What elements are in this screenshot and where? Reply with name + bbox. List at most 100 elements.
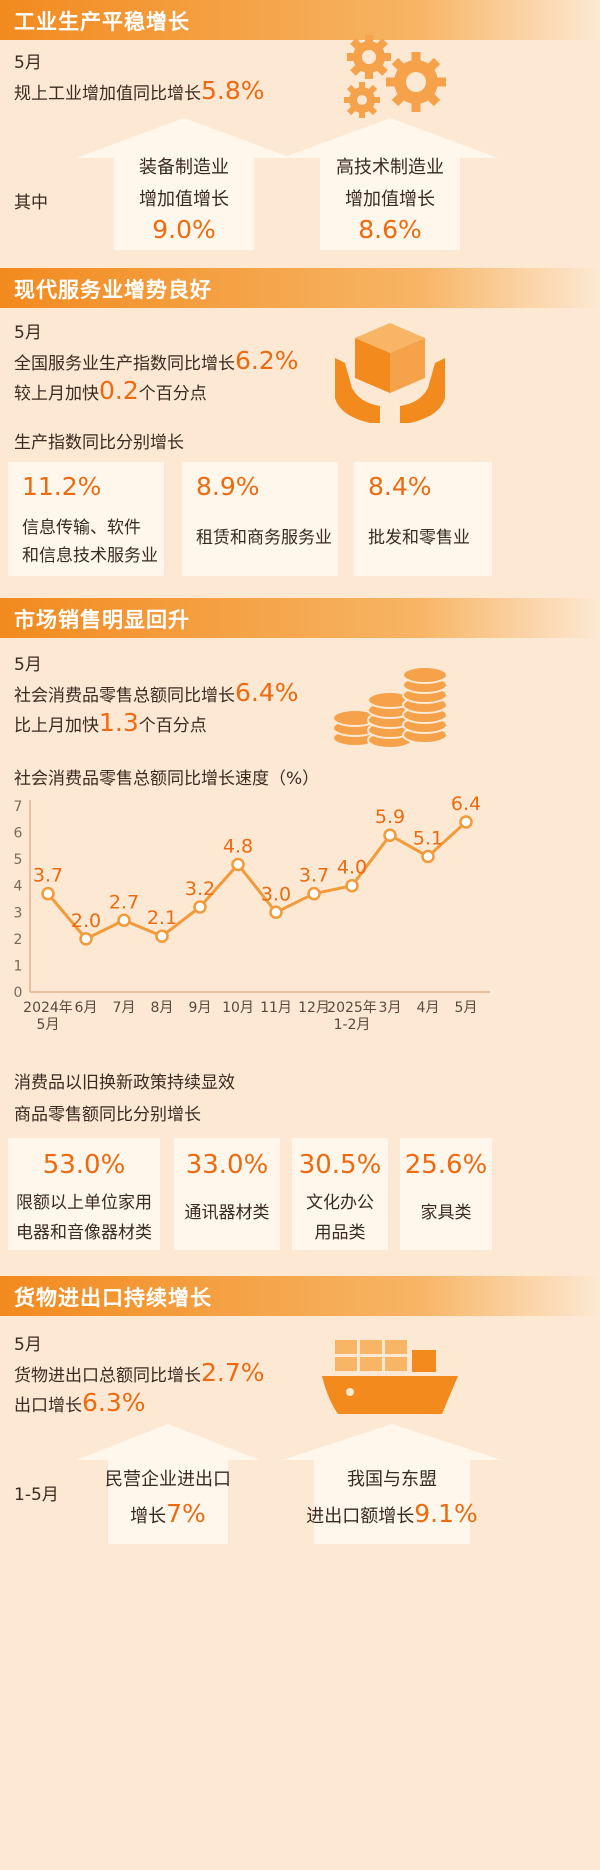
service-card: 8.4% 批发和零售业 [354,462,492,576]
equipment-arrow-box: 装备制造业 增加值增长 9.0% [76,118,292,250]
trade-line1-value: 2.7% [201,1358,265,1387]
data-label: 4.0 [337,857,367,879]
retail-line1: 社会消费品零售总额同比增长6.4% [14,678,299,707]
retail-sub1: 消费品以旧换新政策持续显效 [14,1073,235,1093]
data-point [307,886,321,901]
industry-month: 5月 [14,53,42,73]
data-label: 5.9 [375,806,405,828]
services-line1: 全国服务业生产指数同比增长6.2% [14,346,299,375]
gears-icon [344,35,446,118]
services-title: 现代服务业增势良好 [14,278,212,302]
chart-title: 社会消费品零售总额同比增长速度（%） [14,769,320,789]
y-tick-label: 3 [14,905,23,921]
data-point [345,878,359,893]
industry-qizhong: 其中 [14,193,48,213]
x-tick-label: 3月 [379,1000,402,1016]
data-label: 6.4 [451,793,481,815]
service-card-value: 8.4% [368,472,432,501]
data-point [269,905,283,920]
hightech-value: 8.6% [358,215,422,244]
data-label: 3.2 [185,878,215,900]
data-point [41,886,55,901]
y-tick-label: 4 [14,879,23,895]
private-line2: 增长7% [130,1499,206,1528]
data-label: 2.0 [71,910,101,932]
retail-card-value: 25.6% [404,1150,488,1180]
private-arrow-box: 民营企业进出口 增长7% [76,1424,260,1544]
retail-card: 25.6% 家具类 [400,1138,492,1250]
services-month: 5月 [14,323,42,343]
data-point [421,849,435,864]
data-label: 3.0 [261,883,291,905]
service-card-label: 信息传输、软件 [22,518,141,538]
retail-card-label: 限额以上单位家用 电器和音像器材类 [16,1193,152,1243]
retail-card-label: 家具类 [420,1203,472,1223]
industry-headline: 规上工业增加值同比增长5.8% [14,76,265,105]
hands-box-icon [335,323,445,423]
data-point [155,929,169,943]
retail-title: 市场销售明显回升 [14,608,190,632]
x-tick-label: 5月 [455,1000,478,1016]
data-label: 3.7 [33,865,63,887]
cargo-ship-icon [322,1340,458,1414]
y-tick-label: 6 [14,826,23,842]
services-line1-value: 6.2% [235,346,299,375]
trade-period: 1-5月 [14,1485,59,1505]
retail-card: 30.5% 文化办公 用品类 [292,1138,388,1250]
data-point [231,857,245,872]
trade-month: 5月 [14,1335,42,1355]
equipment-line1: 装备制造业 [139,157,229,178]
retail-card-label: 文化办公 用品类 [306,1193,374,1243]
x-tick-label: 5月 [37,1017,60,1033]
retail-card: 33.0% 通讯器材类 [174,1138,280,1250]
services-sub: 生产指数同比分别增长 [14,433,184,453]
services-banner: 现代服务业增势良好 [0,268,600,308]
x-tick-label: 10月 [222,1000,254,1016]
retail-card-value: 30.5% [298,1150,382,1180]
x-tick-label: 12月 [298,1000,330,1016]
equipment-value: 9.0% [152,215,216,244]
retail-line-chart: 012345673.72024年5月2.06月2.77月2.18月3.29月4.… [14,793,490,1033]
asean-line1: 我国与东盟 [347,1469,437,1490]
retail-card: 53.0% 限额以上单位家用 电器和音像器材类 [8,1138,160,1250]
data-point [117,913,131,928]
x-tick-label: 7月 [113,1000,136,1016]
service-card-label: 批发和零售业 [368,528,470,548]
private-line1: 民营企业进出口 [105,1469,231,1490]
x-tick-label: 9月 [189,1000,212,1016]
y-tick-label: 1 [14,958,23,974]
trade-line1: 货物进出口总额同比增长2.7% [14,1358,265,1387]
x-tick-label: 2025年 [327,1000,377,1016]
x-tick-label: 2024年 [23,1000,73,1016]
hightech-arrow-box: 高技术制造业 增加值增长 8.6% [282,118,498,250]
equipment-line2: 增加值增长 [139,189,229,210]
service-card-label: 和信息技术服务业 [22,546,158,566]
data-label: 3.7 [299,865,329,887]
x-tick-label: 11月 [260,1000,292,1016]
industry-title: 工业生产平稳增长 [14,10,190,34]
data-point [459,815,473,829]
service-card-label: 租赁和商务服务业 [196,528,332,548]
private-value: 7% [166,1499,206,1528]
service-card-value: 8.9% [196,472,260,501]
asean-value: 9.1% [414,1499,478,1528]
asean-arrow-box: 我国与东盟 进出口额增长9.1% [282,1424,502,1544]
x-tick-label: 6月 [75,1000,98,1016]
trade-line2: 出口增长6.3% [14,1388,146,1417]
trade-line2-value: 6.3% [82,1388,146,1417]
data-label: 5.1 [413,827,443,849]
trade-title: 货物进出口持续增长 [14,1286,212,1310]
retail-card-label: 通讯器材类 [184,1203,270,1223]
data-point [79,932,93,946]
y-tick-label: 7 [14,799,23,815]
industry-headline-value: 5.8% [201,76,265,105]
y-tick-label: 0 [14,985,23,1001]
retail-sub2: 商品零售额同比分别增长 [14,1105,201,1125]
retail-card-value: 33.0% [185,1150,269,1180]
services-line2: 较上月加快0.2个百分点 [14,376,207,405]
y-tick-label: 5 [14,852,23,868]
hightech-line1: 高技术制造业 [336,157,444,178]
data-label: 2.7 [109,891,139,913]
data-label: 2.1 [147,907,177,929]
service-card-value: 11.2% [22,472,102,501]
